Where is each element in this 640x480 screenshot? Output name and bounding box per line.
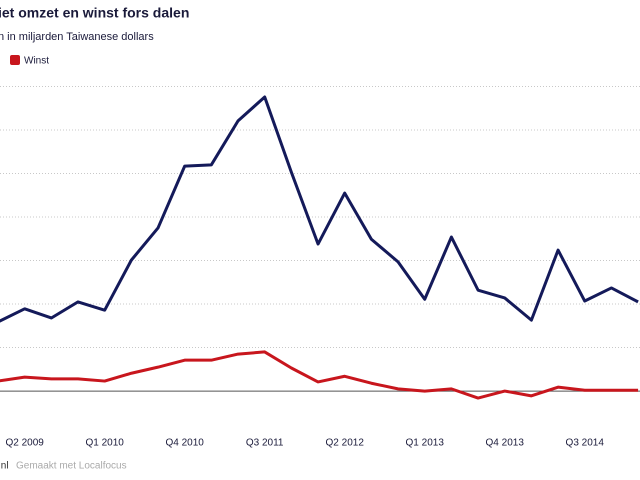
chart-title: iet omzet en winst fors dalen	[0, 5, 189, 21]
x-tick-label: Q3 2014	[566, 438, 605, 449]
legend-swatch	[10, 55, 20, 65]
series-line	[0, 95, 639, 323]
chart-subtitle: n in miljarden Taiwanese dollars	[0, 31, 154, 43]
footer-site: .nl	[0, 461, 9, 472]
x-tick-label: Q1 2010	[85, 438, 124, 449]
footer-credit: Gemaakt met Localfocus	[16, 461, 127, 472]
x-tick-label: Q3 2011	[246, 438, 284, 449]
x-tick-label: Q4 2010	[166, 438, 205, 449]
series-line	[0, 350, 639, 400]
legend-label: Winst	[24, 56, 49, 67]
x-tick-label: Q4 2013	[486, 438, 525, 449]
x-tick-label: Q2 2009	[5, 438, 44, 449]
x-tick-label: Q2 2012	[326, 438, 365, 449]
x-tick-label: Q1 2013	[406, 438, 445, 449]
